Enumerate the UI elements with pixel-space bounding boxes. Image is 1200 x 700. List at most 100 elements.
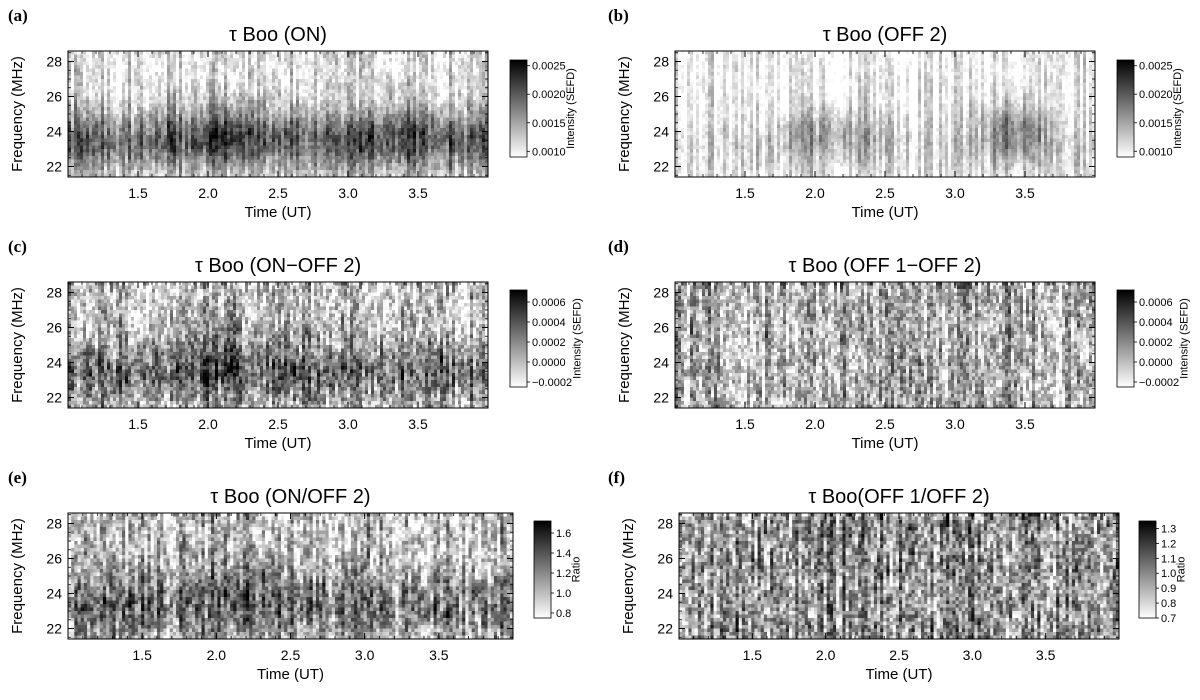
colorbar-gradient (510, 290, 527, 387)
x-tick-label: 2.5 (268, 185, 288, 201)
colorbar-tick-label: −0.0002 (1139, 377, 1179, 389)
x-tick-label: 3.0 (338, 185, 358, 201)
panel-title: τ Boo (OFF 1−OFF 2) (789, 255, 982, 277)
y-tick-label: 24 (653, 124, 669, 140)
x-tick-label: 3.0 (945, 416, 965, 432)
x-axis-label: Time (UT) (866, 666, 933, 683)
y-axis-label: Frequency (MHz) (9, 56, 26, 172)
colorbar-tick-label: 0.0002 (1139, 337, 1173, 349)
y-tick-label: 22 (46, 390, 62, 406)
y-tick-label: 26 (46, 551, 62, 567)
colorbar-tick-label: 1.3 (1161, 523, 1176, 535)
y-tick-label: 22 (657, 621, 673, 637)
x-tick-label: 2.0 (207, 647, 227, 663)
colorbar-tick-label: 0.0010 (532, 146, 566, 158)
x-tick-label: 2.0 (805, 185, 825, 201)
colorbar-tick-label: 0.0020 (1139, 89, 1173, 101)
y-tick-label: 26 (653, 89, 669, 105)
y-axis-label: Frequency (MHz) (616, 287, 633, 403)
y-tick-label: 26 (46, 89, 62, 105)
heatmap (675, 51, 1095, 177)
colorbar-label: Ratio (1176, 557, 1188, 583)
x-tick-label: 1.5 (743, 647, 763, 663)
x-tick-label: 3.5 (1015, 185, 1035, 201)
y-tick-label: 26 (46, 320, 62, 336)
x-tick-label: 3.5 (1015, 416, 1035, 432)
colorbar-tick-label: 0.0015 (532, 118, 566, 130)
x-tick-label: 3.0 (338, 416, 358, 432)
colorbar-tick-label: 1.0 (1161, 568, 1176, 580)
x-tick-label: 3.0 (945, 185, 965, 201)
colorbar-tick-label: 0.0025 (532, 61, 566, 73)
y-tick-label: 24 (653, 355, 669, 371)
x-tick-label: 1.5 (735, 185, 755, 201)
colorbar-label: Intensity (SEFD) (571, 298, 583, 379)
x-tick-label: 1.5 (735, 416, 755, 432)
panel-title: τ Boo(OFF 1/OFF 2) (808, 486, 989, 508)
x-tick-label: 2.5 (875, 416, 895, 432)
heatmap (68, 51, 488, 177)
colorbar-gradient (510, 60, 527, 157)
colorbar-tick-label: 0.0006 (532, 297, 566, 309)
y-tick-label: 26 (653, 320, 669, 336)
x-axis-label: Time (UT) (245, 435, 312, 452)
y-tick-label: 22 (653, 159, 669, 175)
panel-label: (d) (608, 237, 629, 256)
heatmap (68, 282, 488, 408)
y-tick-label: 28 (653, 285, 669, 301)
y-tick-label: 24 (46, 355, 62, 371)
colorbar-label: Intensity (SEFD) (1172, 68, 1184, 149)
panel-title: τ Boo (OFF 2) (823, 24, 948, 46)
colorbar-tick-label: 1.2 (556, 568, 571, 580)
y-axis-label: Frequency (MHz) (9, 518, 26, 634)
y-axis-label: Frequency (MHz) (9, 287, 26, 403)
x-axis-label: Time (UT) (245, 204, 312, 221)
x-axis-label: Time (UT) (257, 666, 324, 683)
x-tick-label: 2.0 (805, 416, 825, 432)
x-tick-label: 2.5 (875, 185, 895, 201)
colorbar-tick-label: 0.0000 (532, 357, 566, 369)
y-tick-label: 28 (46, 54, 62, 70)
x-tick-label: 2.0 (816, 647, 836, 663)
panel-label: (e) (8, 468, 27, 487)
x-tick-label: 1.5 (128, 185, 148, 201)
colorbar-tick-label: 0.0006 (1139, 297, 1173, 309)
x-tick-label: 3.5 (408, 185, 428, 201)
colorbar-gradient (534, 521, 551, 618)
heatmap (68, 513, 513, 639)
y-tick-label: 24 (46, 124, 62, 140)
colorbar-tick-label: 0.0004 (1139, 317, 1173, 329)
y-tick-label: 22 (46, 159, 62, 175)
colorbar-gradient (1117, 290, 1134, 387)
y-tick-label: 24 (46, 586, 62, 602)
x-tick-label: 2.5 (268, 416, 288, 432)
colorbar-label: Intensity (SEFD) (1178, 298, 1190, 379)
colorbar-tick-label: −0.0002 (532, 377, 572, 389)
colorbar-tick-label: 0.0020 (532, 89, 566, 101)
colorbar-tick-label: 1.0 (556, 588, 571, 600)
y-axis-label: Frequency (MHz) (620, 518, 637, 634)
x-tick-label: 3.5 (429, 647, 449, 663)
colorbar-label: Intensity (SEFD) (565, 68, 577, 149)
x-tick-label: 2.0 (198, 185, 218, 201)
x-tick-label: 3.5 (408, 416, 428, 432)
colorbar-tick-label: 1.4 (556, 548, 571, 560)
heatmap (679, 513, 1119, 639)
colorbar-tick-label: 0.0025 (1139, 61, 1173, 73)
colorbar-label: Ratio (571, 557, 583, 583)
panel-title: τ Boo (ON) (229, 24, 327, 46)
panel-label: (a) (8, 6, 28, 25)
panel-label: (b) (608, 6, 629, 25)
colorbar-tick-label: 1.1 (1161, 553, 1176, 565)
colorbar-tick-label: 0.0015 (1139, 118, 1173, 130)
panel-title: τ Boo (ON/OFF 2) (210, 486, 370, 508)
